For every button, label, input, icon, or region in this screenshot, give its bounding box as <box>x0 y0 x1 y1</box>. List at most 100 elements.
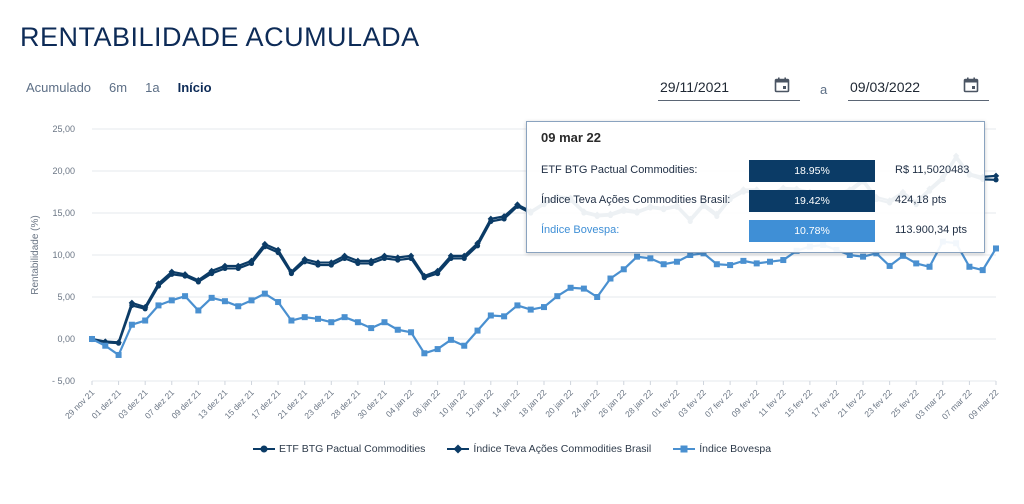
data-point <box>580 285 587 292</box>
legend-item-etf[interactable]: ETF BTG Pactual Commodities <box>252 443 426 455</box>
data-point <box>461 252 468 260</box>
data-point <box>315 315 321 322</box>
data-point <box>115 339 122 346</box>
data-point <box>142 317 149 324</box>
data-point <box>235 262 242 270</box>
data-point <box>421 350 428 357</box>
data-point <box>541 304 547 311</box>
y-tick-label: 20,00 <box>52 166 75 176</box>
x-tick-label: 14 jan 22 <box>490 387 522 419</box>
period-1y[interactable]: 1a <box>145 80 160 95</box>
data-point <box>421 272 428 280</box>
data-point <box>168 297 175 304</box>
period-selector: Acumulado 6m 1a Início <box>26 80 230 95</box>
legend-item-bovespa[interactable]: Índice Bovespa <box>673 443 771 455</box>
data-point <box>700 250 707 257</box>
data-point <box>155 302 162 309</box>
data-point <box>673 258 680 265</box>
legend-label: ETF BTG Pactual Commodities <box>278 443 426 455</box>
data-point <box>195 277 202 284</box>
data-point <box>474 327 481 334</box>
y-tick-label: - 5,00 <box>52 376 75 386</box>
x-tick-label: 04 jan 22 <box>384 387 416 419</box>
data-point <box>514 302 521 309</box>
data-point <box>248 297 255 304</box>
data-point <box>381 252 388 260</box>
calendar-icon[interactable] <box>963 77 979 93</box>
data-point <box>89 336 95 342</box>
y-tick-label: 10,00 <box>52 250 75 260</box>
end-date-value[interactable]: 09/03/2022 <box>850 79 921 95</box>
data-point <box>474 240 481 247</box>
data-point <box>926 263 933 270</box>
end-date-field[interactable]: 09/03/2022 <box>848 74 989 101</box>
start-date-field[interactable]: 29/11/2021 <box>658 74 800 101</box>
tooltip-percent-badge: 10.78% <box>749 220 875 242</box>
chart-tooltip: 09 mar 22 ETF BTG Pactual Commodities: 1… <box>526 121 985 253</box>
period-6m[interactable]: 6m <box>109 80 128 95</box>
legend-label: Índice Bovespa <box>699 443 772 455</box>
data-point <box>168 268 175 275</box>
legend-item-teva-index[interactable]: Índice Teva Ações Commodities Brasil <box>447 443 651 455</box>
x-tick-label: 23 fev 22 <box>862 387 894 419</box>
period-inception[interactable]: Início <box>177 80 212 95</box>
tooltip-percent-badge: 18.95% <box>749 160 875 182</box>
data-point <box>314 259 322 266</box>
y-tick-label: 15,00 <box>52 208 75 218</box>
tooltip-date: 09 mar 22 <box>541 130 601 145</box>
tooltip-label: Índice Teva Ações Commodities Brasil: <box>541 194 731 206</box>
data-point <box>753 260 760 267</box>
data-point <box>992 172 1000 180</box>
data-point <box>115 351 122 358</box>
tooltip-value: R$ 11,5020483 <box>895 164 970 176</box>
data-point <box>993 177 999 183</box>
data-point <box>461 342 468 349</box>
data-point <box>899 252 906 259</box>
legend-label: Índice Teva Ações Commodities Brasil <box>473 443 652 455</box>
data-point <box>487 312 494 319</box>
start-date-value[interactable]: 29/11/2021 <box>660 79 730 95</box>
data-point <box>155 280 162 287</box>
y-tick-label: 0,00 <box>57 334 75 344</box>
data-point <box>128 321 135 328</box>
period-accumulated[interactable]: Acumulado <box>26 80 92 95</box>
diamond-marker-icon <box>447 444 470 454</box>
data-point <box>394 254 401 261</box>
data-point <box>354 319 361 326</box>
data-point <box>727 262 734 269</box>
data-point <box>527 306 534 313</box>
data-point <box>221 262 229 270</box>
data-point <box>248 257 255 265</box>
data-point <box>288 268 295 275</box>
data-point <box>128 299 136 307</box>
data-point <box>141 303 149 311</box>
data-point <box>966 263 973 270</box>
data-point <box>487 215 495 223</box>
data-point <box>328 259 335 266</box>
y-tick-label: 5,00 <box>57 292 75 302</box>
x-tick-label: 26 jan 22 <box>596 387 628 419</box>
data-point <box>328 319 335 326</box>
data-point <box>780 257 787 264</box>
x-tick-label: 01 fev 22 <box>650 387 682 419</box>
x-tick-label: 15 fev 22 <box>782 387 814 419</box>
data-point <box>846 252 853 258</box>
x-tick-label: 17 fev 22 <box>809 387 841 419</box>
data-point <box>341 314 348 321</box>
date-range-separator: a <box>820 82 828 97</box>
data-point <box>301 314 308 321</box>
data-point <box>182 293 189 300</box>
data-point <box>886 262 893 269</box>
data-point <box>341 252 348 260</box>
data-point <box>235 303 242 310</box>
data-point <box>647 255 654 262</box>
page-title: RENTABILIDADE ACUMULADA <box>20 22 420 52</box>
data-point <box>354 257 362 265</box>
data-point <box>181 271 189 278</box>
x-tick-label: 28 jan 22 <box>623 387 655 419</box>
data-point <box>394 326 401 333</box>
x-tick-label: 20 jan 22 <box>543 387 575 419</box>
tooltip-label: Índice Bovespa: <box>541 224 620 236</box>
data-point <box>713 261 720 268</box>
calendar-icon[interactable] <box>774 77 790 93</box>
